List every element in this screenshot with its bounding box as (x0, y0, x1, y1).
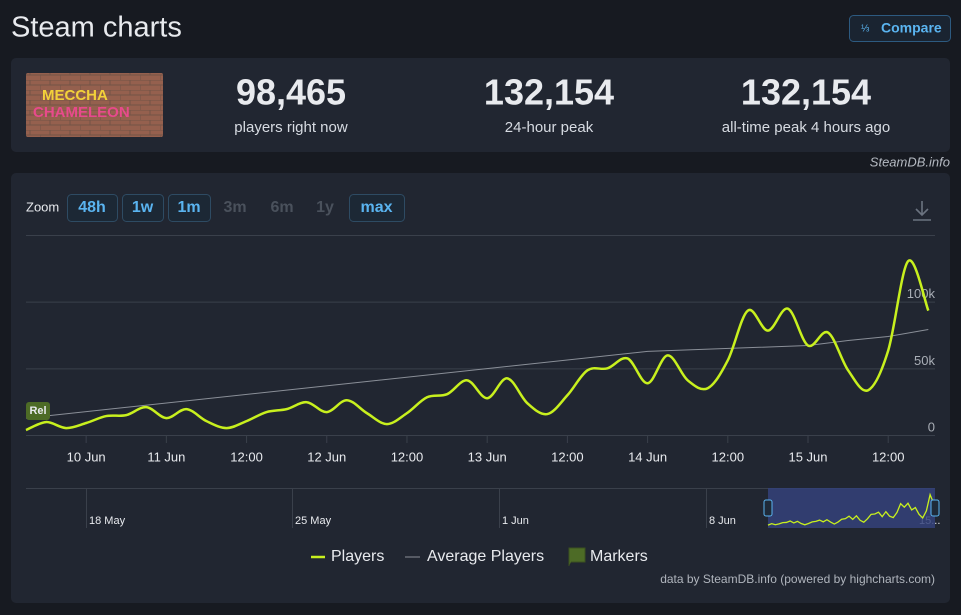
stat-value: 132,154 (741, 72, 871, 113)
credits: data by SteamDB.info (powered by highcha… (660, 572, 935, 586)
logo-line: MECCHA (42, 87, 108, 104)
average-line (25, 329, 929, 419)
stat-label: all-time peak 4 hours ago (722, 119, 890, 136)
svg-text:⅓: ⅓ (861, 24, 870, 35)
marker-flag (26, 402, 50, 420)
stat-value: 98,465 (236, 72, 346, 113)
zoom-label: Zoom (26, 199, 59, 214)
x-tick-label: 15 Jun (788, 449, 827, 464)
legend-label[interactable]: Average Players (427, 548, 544, 565)
navigator-label: 8 Jun (709, 515, 736, 527)
zoom-option: 1y (316, 199, 334, 216)
zoom-option[interactable]: 48h (78, 199, 106, 216)
x-tick-label: 12:00 (391, 449, 424, 464)
source-label[interactable]: SteamDB.info (870, 154, 950, 169)
legend-label[interactable]: Players (331, 548, 384, 565)
x-tick-label: 12 Jun (307, 449, 346, 464)
compare-label[interactable]: Compare (881, 20, 942, 36)
marker-label: Rel (29, 405, 46, 417)
stat-label: players right now (234, 119, 348, 136)
zoom-option[interactable]: 1m (177, 199, 200, 216)
players-line (25, 259, 930, 432)
x-tick-label: 13 Jun (468, 449, 507, 464)
zoom-option[interactable]: max (360, 199, 392, 216)
legend-label[interactable]: Markers (590, 548, 648, 565)
x-tick-label: 14 Jun (628, 449, 667, 464)
x-tick-label: 10 Jun (67, 449, 106, 464)
zoom-button[interactable] (168, 194, 211, 222)
y-tick-label: 50k (914, 353, 935, 368)
zoom-button[interactable] (67, 194, 118, 222)
x-tick-label: 12:00 (230, 449, 263, 464)
zoom-option[interactable]: 1w (132, 199, 154, 216)
navigator-handle[interactable] (763, 499, 773, 517)
navigator-label: 25 May (295, 515, 332, 527)
y-tick-label: 0 (928, 419, 935, 434)
stat-value: 132,154 (484, 72, 614, 113)
stat-label: 24-hour peak (505, 119, 594, 136)
download-icon[interactable] (913, 201, 931, 221)
page-title: Steam charts (11, 12, 182, 44)
zoom-option: 6m (270, 199, 293, 216)
x-tick-label: 12:00 (551, 449, 584, 464)
game-logo: MECCHA CHAMELEON (26, 73, 163, 137)
stats-panel (11, 58, 950, 152)
zoom-button[interactable] (122, 194, 164, 222)
x-tick-label: 11 Jun (147, 449, 185, 464)
legend-symbol (568, 547, 586, 566)
zoom-option: 3m (223, 199, 246, 216)
logo-line: CHAMELEON (33, 104, 130, 121)
zoom-button[interactable] (349, 194, 405, 222)
navigator-handle[interactable] (930, 499, 940, 517)
navigator-label: 1 Jun (502, 515, 529, 527)
y-tick-label: 100k (907, 286, 936, 301)
compare-button[interactable]: ⅓ Compare (849, 15, 951, 42)
x-tick-label: 12:00 (872, 449, 905, 464)
x-tick-label: 12:00 (712, 449, 745, 464)
navigator-line (767, 492, 935, 526)
navigator-label: 18 May (89, 515, 126, 527)
navigator-window[interactable] (768, 488, 935, 528)
chart-panel (11, 173, 950, 603)
